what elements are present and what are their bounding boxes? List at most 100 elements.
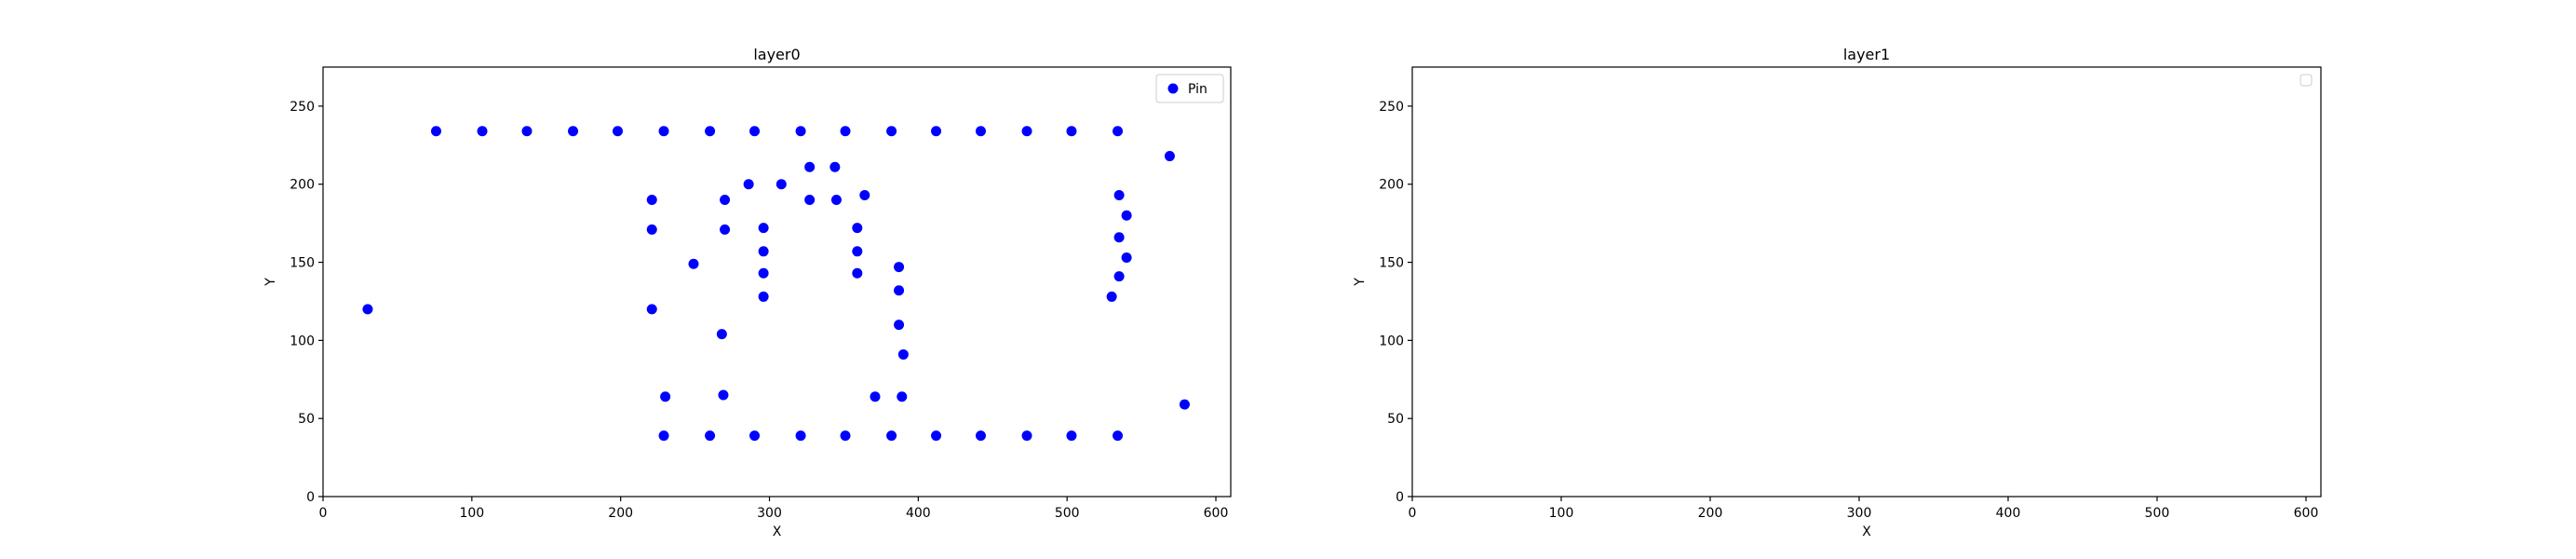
pin-point [894,320,905,331]
y-tick-label: 0 [1396,490,1404,505]
pin-point [1113,271,1125,282]
y-tick-label: 0 [306,490,315,505]
pin-point [758,246,769,257]
pin-point [894,285,905,296]
legend-box [2300,74,2313,87]
pin-point [1066,430,1077,442]
pin-point [688,258,699,269]
pin-point [897,348,909,360]
y-tick-label: 50 [298,412,315,427]
pin-point [660,391,671,402]
pin-point [894,262,905,273]
x-tick-label: 200 [1698,506,1723,521]
pin-point [829,161,841,172]
pin-point [749,126,761,137]
pin-point [718,389,729,401]
pin-point [795,430,806,442]
chart-panel-0: layer0 0 100 200 300 400 500 600 0 50 100 150 200 250… [263,46,1232,539]
y-tick-label: 50 [1387,412,1404,427]
plot-frame [322,66,1232,498]
x-tick-label: 0 [1409,506,1417,521]
pin-point [975,430,986,442]
chart-title: layer1 [1843,46,1890,63]
legend-marker [1167,83,1179,94]
chart-title: layer0 [753,46,800,63]
pin-point [758,223,769,234]
y-tick-label: 200 [290,178,315,193]
pin-point [720,194,731,205]
pin-point [521,126,533,137]
pin-point [758,267,769,279]
x-tick-label: 300 [757,506,782,521]
pin-point [975,126,986,137]
x-tick-label: 600 [1204,506,1229,521]
x-tick-label: 400 [1996,506,2021,521]
y-axis-label: Y [1353,278,1368,287]
chart-panel-1: layer1 0 100 200 300 400 500 600 0 50 100 150 200 250… [1353,46,2322,539]
x-tick-label: 600 [2294,506,2319,521]
pin-point [852,246,863,257]
pin-point [830,194,842,205]
pin-point [1121,252,1132,264]
x-tick-label: 200 [608,506,633,521]
pin-point [886,430,897,442]
x-axis-label: X [1862,525,1871,539]
pin-point [1121,210,1132,221]
pin-point [646,194,657,205]
pin-point [716,329,727,340]
pin-point [705,430,716,442]
pin-point [859,189,870,200]
pin-point [775,179,787,190]
x-tick-label: 400 [906,506,931,521]
pin-point [1113,232,1125,243]
pin-point [612,126,623,137]
y-tick-label: 250 [290,100,315,115]
pin-point [897,391,908,402]
pin-point [852,223,863,234]
pin-point [646,304,657,315]
x-tick-label: 500 [1055,506,1080,521]
x-axis-label: X [773,525,782,539]
pin-point [658,126,669,137]
pin-point [1066,126,1077,137]
pin-point [804,161,816,172]
y-tick-label: 100 [290,334,315,348]
pin-point [646,224,657,235]
pin-point [705,126,716,137]
pin-point [931,126,942,137]
x-tick-label: 100 [1549,506,1574,521]
legend-label: Pin [1188,82,1207,97]
pin-point [720,224,731,235]
pin-point [362,304,373,315]
y-tick-label: 250 [1379,100,1404,115]
pin-point [795,126,806,137]
pin-point [870,391,881,402]
pin-point [758,291,769,302]
pin-point [886,126,897,137]
pin-point [1106,291,1117,302]
pin-point [1113,189,1125,200]
pin-point [840,430,851,442]
pin-point [1113,126,1124,137]
pin-point [477,126,488,137]
pin-point [1179,399,1190,410]
y-tick-label: 100 [1379,334,1404,348]
y-axis-label: Y [263,278,278,287]
pin-point [852,267,863,279]
legend-box [1155,74,1224,103]
pin-point [1021,430,1032,442]
y-tick-label: 200 [1379,178,1404,193]
pin-point [749,430,761,442]
pin-point [743,179,754,190]
plot-frame [1411,66,2322,498]
x-tick-label: 0 [319,506,328,521]
pin-point [568,126,579,137]
x-tick-label: 500 [2145,506,2170,521]
y-tick-label: 150 [290,256,315,271]
pin-point [1164,151,1175,162]
pin-point [430,126,441,137]
x-tick-label: 300 [1847,506,1872,521]
pin-point [658,430,669,442]
pin-point [1021,126,1032,137]
